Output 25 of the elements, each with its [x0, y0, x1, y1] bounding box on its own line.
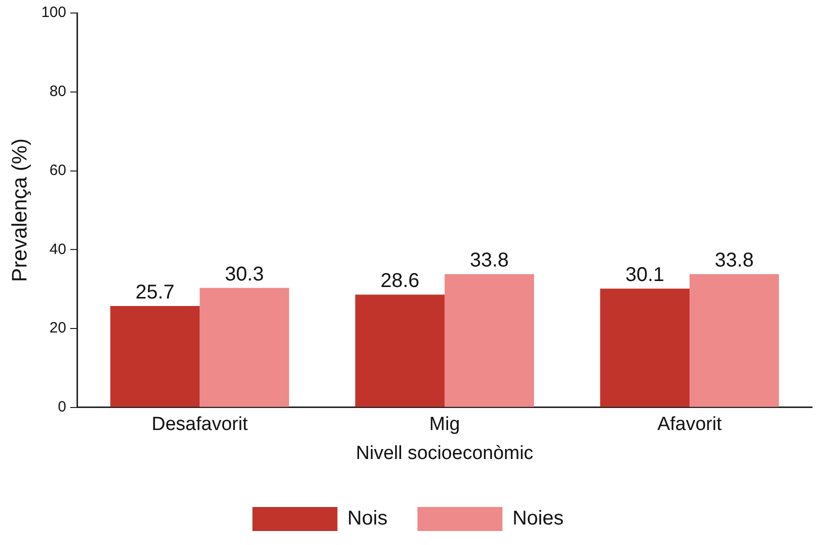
x-tick-label: Mig	[429, 414, 460, 436]
y-tick-label: 40	[50, 240, 66, 258]
legend-label: Noies	[512, 508, 564, 530]
bar	[600, 288, 690, 407]
y-axis-title: Prevalença (%)	[8, 138, 32, 282]
bar	[444, 274, 534, 407]
legend-label: Nois	[347, 508, 388, 530]
data-label: 25.7	[136, 282, 174, 304]
bar	[355, 294, 445, 407]
y-tick-label: 20	[50, 320, 66, 337]
bar	[110, 306, 200, 407]
bar	[200, 288, 290, 407]
y-tick-label: 0	[58, 398, 66, 416]
data-label: 30.3	[224, 263, 264, 286]
x-axis-title: Nivell socioeconòmic	[356, 442, 534, 464]
data-label: 33.8	[470, 250, 509, 272]
bar	[690, 274, 779, 407]
x-tick-label: Afavorit	[657, 414, 722, 436]
data-label: 28.6	[380, 270, 420, 292]
x-tick-label: Desafavorit	[152, 414, 248, 436]
y-tick-label: 100	[41, 4, 66, 22]
data-label: 30.1	[625, 264, 664, 286]
data-label: 33.8	[714, 250, 754, 272]
y-tick-label: 80	[50, 83, 66, 100]
y-tick-label: 60	[50, 162, 66, 179]
